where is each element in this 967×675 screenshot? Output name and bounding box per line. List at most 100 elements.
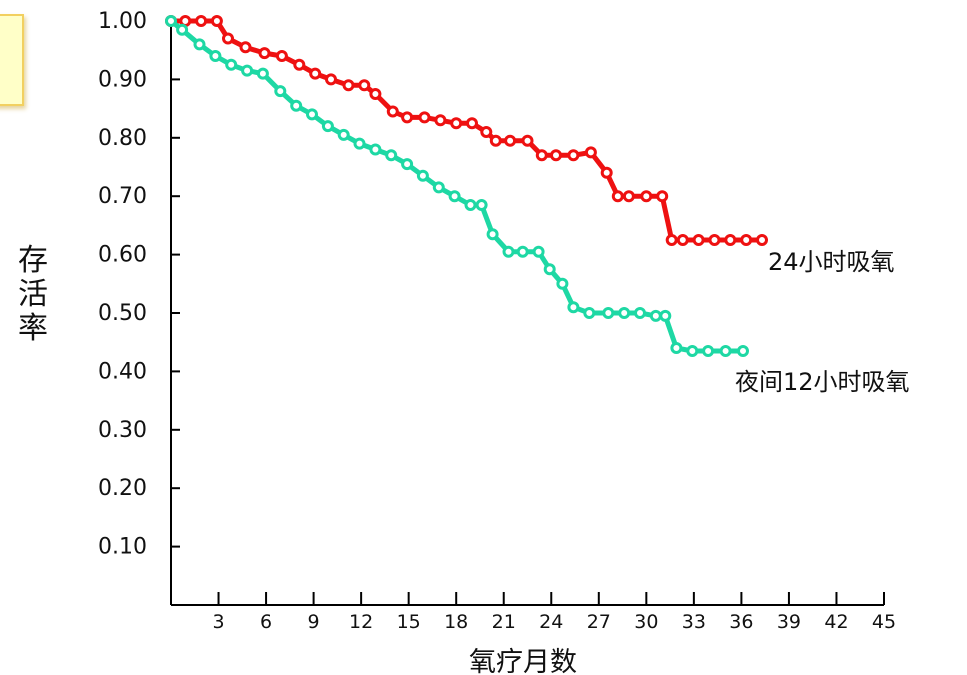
data-point — [342, 79, 355, 92]
data-point — [659, 309, 672, 322]
data-point — [416, 169, 429, 182]
data-point — [676, 234, 689, 246]
data-point — [737, 345, 749, 357]
data-point — [543, 263, 556, 276]
data-point — [622, 190, 635, 203]
data-point — [325, 73, 337, 86]
data-point — [448, 190, 461, 203]
data-point — [583, 307, 596, 319]
data-point — [475, 199, 488, 211]
y-axis-title-char: 率 — [18, 311, 48, 346]
data-point — [222, 32, 234, 45]
data-point — [567, 301, 580, 314]
data-point — [702, 345, 715, 357]
data-point — [532, 245, 545, 258]
data-point — [550, 149, 562, 162]
data-point — [274, 85, 287, 98]
x-tick-label: 42 — [824, 611, 848, 633]
series-0 — [165, 15, 768, 246]
x-tick-label: 30 — [634, 611, 658, 633]
y-tick-label: 0.20 — [98, 476, 147, 501]
data-point — [241, 64, 254, 77]
x-tick-label: 6 — [260, 611, 272, 633]
data-point — [176, 23, 189, 36]
y-tick-label: 0.10 — [98, 535, 147, 560]
data-point — [670, 342, 683, 354]
data-point — [401, 158, 414, 171]
data-point — [719, 345, 732, 357]
data-point — [193, 38, 206, 51]
x-tick-label: 33 — [682, 611, 706, 633]
data-point — [502, 245, 515, 258]
data-point — [369, 88, 382, 100]
y-tick-label: 0.70 — [98, 184, 147, 209]
data-point — [692, 234, 705, 246]
data-point — [516, 245, 529, 258]
data-point — [640, 190, 653, 203]
callout-box — [0, 14, 24, 106]
series-label-night-12h: 夜间12小时吸氧 — [735, 368, 910, 396]
x-axis-title: 氧疗月数 — [469, 647, 577, 675]
data-point — [165, 15, 177, 27]
data-point — [584, 146, 597, 159]
data-point — [432, 181, 445, 194]
y-tick-label: 1.00 — [98, 9, 147, 34]
data-point — [686, 345, 699, 357]
y-ticks: 0.10 0.20 0.30 0.40 0.50 0.60 0.70 0.80 0.90 1.00 — [98, 9, 180, 560]
data-point — [369, 143, 382, 156]
x-tick-label: 9 — [308, 611, 320, 633]
data-point — [466, 117, 478, 130]
data-point — [489, 134, 502, 147]
data-point — [195, 15, 208, 27]
data-point — [256, 67, 269, 80]
data-point — [656, 190, 669, 203]
series — [165, 15, 768, 357]
data-point — [434, 114, 447, 127]
y-axis-title: 存活率 — [18, 243, 48, 346]
data-point — [708, 234, 721, 246]
data-point — [567, 149, 580, 162]
data-point — [556, 277, 569, 290]
data-point — [309, 67, 322, 80]
data-point — [504, 134, 517, 147]
x-tick-label: 45 — [872, 611, 896, 633]
data-point — [480, 126, 493, 138]
data-point — [450, 117, 463, 130]
data-point — [353, 137, 366, 150]
x-tick-label: 36 — [729, 611, 753, 633]
data-point — [321, 120, 334, 133]
data-point — [239, 41, 252, 54]
data-point — [418, 111, 431, 124]
y-tick-label: 0.50 — [98, 301, 147, 326]
y-tick-label: 0.40 — [98, 359, 147, 384]
data-point — [209, 50, 222, 62]
data-point — [602, 307, 615, 319]
series-line — [168, 18, 765, 243]
x-tick-label: 21 — [492, 611, 516, 633]
data-point — [258, 47, 271, 60]
y-tick-label: 0.60 — [98, 243, 147, 268]
data-point — [306, 108, 318, 121]
y-tick-label: 0.90 — [98, 67, 147, 92]
data-point — [665, 234, 678, 246]
data-point — [618, 307, 631, 319]
data-point — [600, 166, 613, 179]
data-point — [756, 234, 768, 246]
data-point — [535, 149, 548, 162]
y-axis-title-char: 存 — [18, 243, 48, 278]
x-tick-label: 18 — [444, 611, 468, 633]
y-tick-label: 0.30 — [98, 418, 147, 443]
series-1 — [165, 15, 749, 357]
data-point — [464, 199, 477, 211]
data-point — [385, 149, 398, 162]
data-point — [386, 105, 399, 118]
x-tick-label: 39 — [777, 611, 801, 633]
x-tick-label: 15 — [397, 611, 421, 633]
data-point — [358, 79, 371, 92]
data-point — [724, 234, 737, 246]
data-point — [611, 190, 624, 203]
x-ticks: 3 6 9 12 15 18 21 24 27 30 33 36 39 42 45 — [212, 592, 896, 633]
data-point — [486, 228, 499, 241]
data-point — [290, 99, 303, 112]
